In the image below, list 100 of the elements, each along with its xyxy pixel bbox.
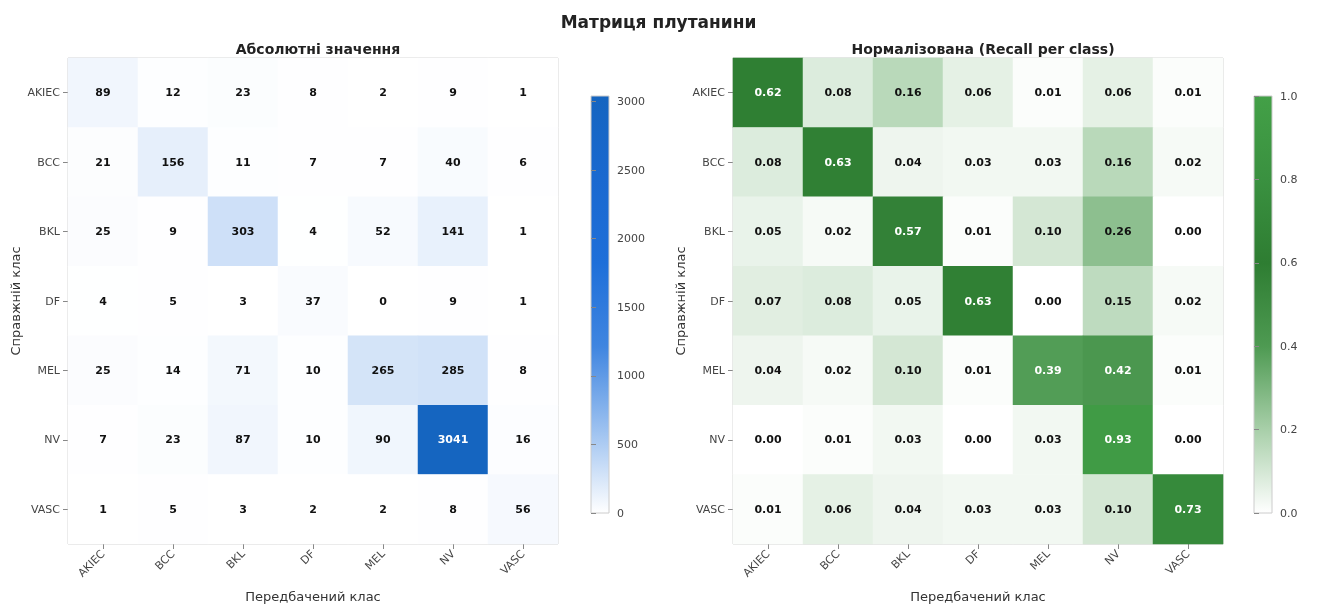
data-label: 87: [235, 433, 251, 447]
data-label: 1: [519, 225, 527, 239]
data-label: 0.06: [824, 502, 852, 516]
data-label: 25: [95, 363, 111, 377]
data-label: 0.03: [1034, 502, 1062, 516]
x-tick-label: NV: [437, 547, 458, 568]
data-label: 90: [375, 433, 391, 447]
y-tick-label: VASC: [695, 502, 726, 516]
color-bar-label: 2000: [617, 232, 645, 246]
data-label: 0.62: [754, 86, 782, 100]
data-label: 0.93: [1104, 433, 1132, 447]
y-tick-label: DF: [710, 294, 725, 308]
y-tick-label: BCC: [702, 155, 726, 169]
data-label: 0.02: [1174, 155, 1202, 169]
data-label: 0.04: [894, 155, 922, 169]
data-label: 7: [379, 155, 387, 169]
data-label: 7: [99, 433, 107, 447]
data-label: 0.02: [1174, 294, 1202, 308]
data-label: 303: [231, 225, 255, 239]
data-label: 2: [309, 502, 317, 516]
data-label: 8: [519, 363, 527, 377]
data-label: 4: [309, 225, 318, 239]
data-label: 0.04: [754, 363, 782, 377]
chart-subtitle: Нормалізована (Recall per class): [851, 41, 1115, 57]
y-tick-label: DF: [45, 294, 60, 308]
data-label: 0.06: [964, 86, 992, 100]
data-label: 9: [449, 294, 457, 308]
data-label: 3: [239, 502, 247, 516]
data-label: 0.02: [824, 225, 852, 239]
data-label: 0.00: [1034, 294, 1062, 308]
data-label: 0.07: [754, 294, 782, 308]
y-tick-label: MEL: [37, 363, 61, 377]
data-label: 6: [519, 155, 528, 169]
data-label: 0.01: [754, 502, 782, 516]
data-label: 0.00: [1174, 225, 1202, 239]
data-label: 23: [235, 86, 251, 100]
data-label: 0.08: [754, 155, 782, 169]
data-label: 8: [309, 86, 317, 100]
data-label: 0.39: [1034, 363, 1062, 377]
data-label: 0.03: [964, 502, 992, 516]
data-label: 0.26: [1104, 225, 1132, 239]
x-tick-label: NV: [1102, 547, 1123, 568]
color-bar-label: 3000: [617, 95, 645, 109]
y-axis-title: Справжній клас: [673, 246, 688, 356]
data-label: 0.08: [824, 86, 852, 100]
data-label: 0.04: [894, 502, 922, 516]
x-axis-title: Передбачений клас: [910, 589, 1046, 604]
y-tick-label: BCC: [37, 155, 61, 169]
data-label: 0.73: [1174, 502, 1202, 516]
data-label: 9: [169, 225, 177, 239]
data-label: 5: [169, 502, 177, 516]
data-label: 0.05: [754, 225, 782, 239]
data-label: 0.01: [824, 433, 852, 447]
x-tick-label: BKL: [223, 546, 249, 572]
data-label: 8: [449, 502, 457, 516]
data-label: 9: [449, 86, 457, 100]
data-label: 0.03: [1034, 433, 1062, 447]
x-tick-label: DF: [297, 547, 318, 568]
color-bar-label: 500: [617, 437, 638, 451]
color-bar-label: 2500: [617, 163, 645, 177]
data-label: 12: [165, 86, 181, 100]
data-label: 71: [235, 363, 251, 377]
data-label: 0.01: [1174, 86, 1202, 100]
data-label: 11: [235, 155, 251, 169]
color-bar-label: 1500: [617, 300, 645, 314]
data-label: 1: [519, 294, 527, 308]
data-label: 21: [95, 155, 111, 169]
data-label: 23: [165, 433, 181, 447]
text: Матриця плутанини: [560, 11, 757, 32]
data-label: 1: [99, 502, 107, 516]
data-label: 0.00: [1174, 433, 1202, 447]
data-label: 0.06: [1104, 86, 1132, 100]
data-label: 0.02: [824, 363, 852, 377]
data-label: 0.01: [964, 225, 992, 239]
data-label: 0.16: [894, 86, 922, 100]
data-label: 0.42: [1104, 363, 1132, 377]
data-label: 0.01: [1174, 363, 1202, 377]
data-label: 7: [309, 155, 317, 169]
data-label: 2: [379, 502, 387, 516]
y-tick-label: AKIEC: [692, 86, 726, 100]
data-label: 3041: [437, 433, 469, 447]
data-label: 89: [95, 86, 111, 100]
y-tick-label: NV: [709, 433, 726, 447]
data-label: 0.01: [1034, 86, 1062, 100]
y-tick-label: MEL: [702, 363, 726, 377]
data-label: 156: [161, 155, 185, 169]
data-label: 0.57: [894, 225, 922, 239]
y-tick-label: BKL: [704, 225, 726, 239]
data-label: 40: [445, 155, 461, 169]
data-label: 141: [441, 225, 465, 239]
data-label: 4: [99, 294, 108, 308]
data-label: 285: [441, 363, 465, 377]
data-label: 37: [305, 294, 321, 308]
color-bar-label: 0.2: [1280, 423, 1298, 437]
data-label: 0.03: [1034, 155, 1062, 169]
data-label: 25: [95, 225, 111, 239]
data-label: 0.63: [964, 294, 992, 308]
data-label: 0.00: [964, 433, 992, 447]
data-label: 0.01: [964, 363, 992, 377]
data-label: 10: [305, 433, 321, 447]
